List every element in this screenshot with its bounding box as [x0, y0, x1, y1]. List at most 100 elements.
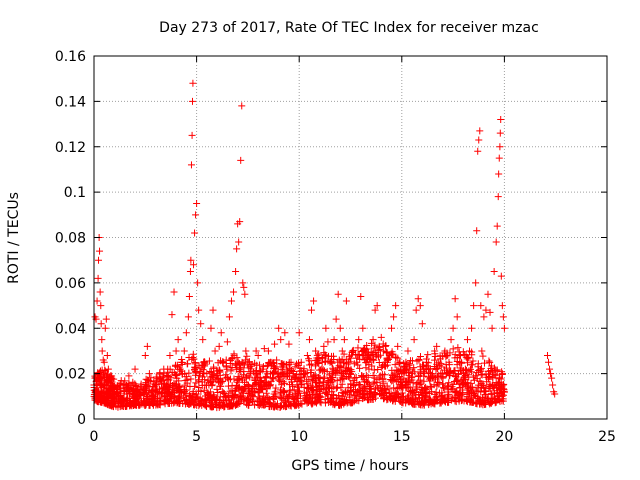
data-point	[271, 401, 279, 409]
data-point	[139, 390, 147, 398]
data-point	[321, 389, 329, 397]
data-point	[289, 370, 297, 378]
data-point	[363, 358, 371, 366]
data-point	[358, 373, 366, 381]
data-point	[284, 401, 292, 409]
data-point	[474, 387, 482, 395]
data-point	[340, 395, 348, 403]
data-point	[111, 390, 119, 398]
data-point	[352, 374, 360, 382]
data-point	[133, 388, 141, 396]
data-point	[233, 245, 241, 253]
data-point	[213, 370, 221, 378]
data-point	[127, 386, 135, 394]
data-point	[260, 345, 268, 353]
data-point	[173, 371, 181, 379]
data-point	[187, 161, 195, 169]
data-point	[152, 381, 160, 389]
data-point	[340, 336, 348, 344]
data-point	[297, 400, 305, 408]
y-tick-label: 0.06	[55, 276, 86, 292]
x-tick-label: 20	[495, 429, 513, 445]
data-point	[463, 336, 471, 344]
data-point	[250, 381, 258, 389]
data-point	[499, 313, 507, 321]
data-point	[190, 261, 198, 269]
data-point	[367, 388, 375, 396]
data-point	[228, 355, 236, 363]
data-point	[240, 378, 248, 386]
data-point	[213, 385, 221, 393]
data-point	[101, 380, 109, 388]
data-point	[488, 324, 496, 332]
data-point	[320, 373, 328, 381]
data-point	[378, 362, 386, 370]
data-point	[145, 401, 153, 409]
data-point	[336, 324, 344, 332]
data-point	[175, 383, 183, 391]
data-point	[422, 358, 430, 366]
data-point	[477, 302, 485, 310]
data-point	[115, 392, 123, 400]
data-point	[388, 366, 396, 374]
data-point	[252, 347, 260, 355]
data-point	[551, 390, 559, 398]
data-point	[486, 358, 494, 366]
data-point	[322, 324, 330, 332]
data-point	[379, 376, 387, 384]
data-point	[340, 389, 348, 397]
data-point	[176, 397, 184, 405]
data-point	[230, 288, 238, 296]
data-point	[301, 395, 309, 403]
data-point	[121, 381, 129, 389]
x-tick-label: 0	[90, 429, 99, 445]
data-point	[340, 359, 348, 367]
data-point	[495, 170, 503, 178]
data-point	[547, 370, 555, 378]
data-point	[498, 370, 506, 378]
data-point	[234, 373, 242, 381]
data-point	[392, 354, 400, 362]
data-point	[443, 351, 451, 359]
data-point	[409, 379, 417, 387]
data-point	[283, 365, 291, 373]
data-point	[467, 379, 475, 387]
data-point	[493, 367, 501, 375]
data-point	[259, 401, 267, 409]
data-point	[226, 356, 234, 364]
data-point	[297, 358, 305, 366]
data-point	[366, 382, 374, 390]
data-point	[370, 344, 378, 352]
data-point	[495, 154, 503, 162]
data-point	[201, 376, 209, 384]
data-point	[474, 360, 482, 368]
data-point	[313, 397, 321, 405]
data-point	[137, 383, 145, 391]
data-point	[242, 374, 250, 382]
data-point	[158, 380, 166, 388]
data-point	[464, 381, 472, 389]
data-point	[276, 377, 284, 385]
data-point	[451, 388, 459, 396]
data-point	[135, 395, 143, 403]
data-point	[129, 392, 137, 400]
data-point	[280, 379, 288, 387]
data-point	[371, 378, 379, 386]
data-point	[345, 352, 353, 360]
data-point	[386, 392, 394, 400]
data-point	[301, 370, 309, 378]
data-point	[221, 403, 229, 411]
data-point	[382, 348, 390, 356]
data-point	[347, 370, 354, 378]
data-point	[435, 361, 443, 369]
data-point	[315, 355, 323, 363]
data-point	[468, 324, 476, 332]
data-point	[201, 392, 209, 400]
data-point	[399, 398, 407, 406]
data-point	[408, 370, 416, 378]
data-point	[244, 358, 252, 366]
data-point	[545, 358, 553, 366]
data-point	[192, 211, 200, 219]
data-point	[454, 344, 462, 352]
